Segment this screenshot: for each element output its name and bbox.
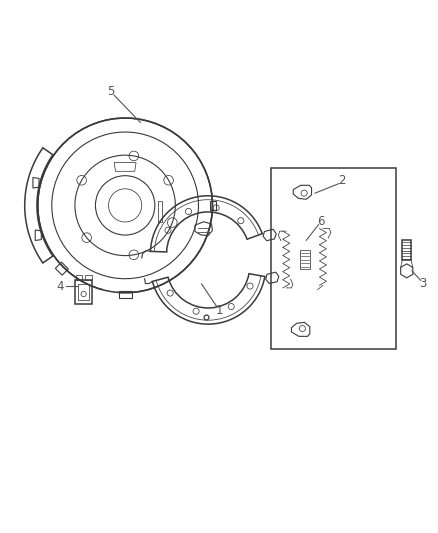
- Bar: [158, 201, 162, 222]
- Text: 1: 1: [216, 304, 224, 317]
- Text: 6: 6: [317, 215, 325, 228]
- Text: 5: 5: [107, 85, 114, 99]
- Bar: [300, 250, 310, 269]
- Bar: [85, 275, 92, 280]
- Bar: [75, 280, 92, 304]
- Bar: [78, 284, 89, 300]
- Text: 2: 2: [339, 174, 346, 187]
- Bar: [272, 168, 396, 350]
- Text: 3: 3: [420, 277, 427, 289]
- Bar: [76, 275, 82, 280]
- Text: 4: 4: [57, 280, 64, 293]
- Bar: [403, 240, 411, 260]
